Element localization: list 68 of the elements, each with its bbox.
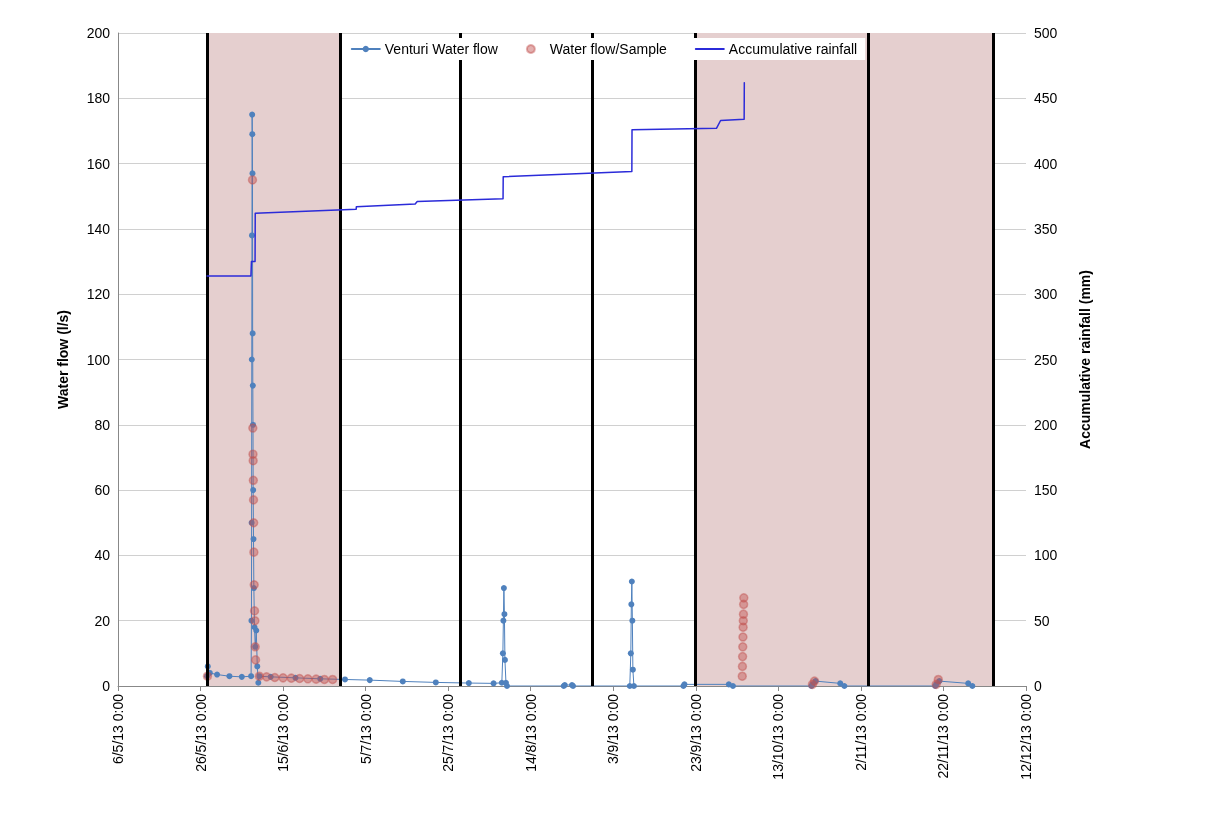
point: [738, 609, 749, 619]
point: [249, 606, 260, 616]
x-tick-label: 12/12/13 0:00: [1018, 693, 1034, 780]
point: [738, 642, 748, 652]
y2-tick-label: 100: [1034, 547, 1058, 564]
y2-tick-label: 350: [1034, 220, 1058, 237]
point: [248, 455, 258, 466]
y2-tick-label: 500: [1034, 25, 1058, 41]
y2-tick-label: 450: [1034, 90, 1058, 107]
y-tick-label: 80: [94, 416, 111, 433]
x-tick-label: 22/11/13 0:00: [935, 693, 952, 779]
x-tick-label: 3/9/13 0:00: [605, 693, 622, 765]
point: [286, 673, 297, 683]
x-tick-label: 14/8/13 0:00: [522, 693, 539, 772]
y-axis-title: Water flow (l/s): [55, 309, 71, 410]
y-tick-label: 40: [94, 547, 111, 564]
point: [247, 175, 258, 185]
point: [250, 655, 261, 665]
point: [248, 518, 259, 528]
point: [327, 674, 338, 685]
y-tick-label: 100: [86, 351, 111, 368]
legend-label: Venturi Water flow: [384, 41, 499, 57]
point: [294, 673, 305, 684]
legend-label: Accumulative rainfall: [728, 41, 858, 57]
point: [319, 674, 330, 685]
point: [739, 593, 749, 603]
y2-axis-title: Accumulative rainfall (mm): [1077, 270, 1093, 449]
point: [303, 674, 313, 684]
y2-tick-label: 50: [1034, 612, 1050, 629]
point: [278, 673, 288, 683]
x-tick-label: 13/10/13 0:00: [770, 693, 787, 780]
x-tick-label: 15/6/13 0:00: [275, 693, 292, 772]
y-tick-label: 60: [94, 482, 111, 499]
point: [737, 651, 748, 662]
legend-label: Water flow/Sample: [549, 41, 668, 57]
y-tick-label: 180: [86, 90, 111, 107]
x-tick-label: 5/7/13 0:00: [357, 693, 374, 765]
point: [248, 475, 259, 486]
y2-tick-label: 300: [1034, 286, 1058, 303]
point: [248, 423, 258, 433]
point: [738, 632, 748, 642]
x-tick-label: 2/11/13 0:00: [852, 693, 869, 771]
x-tick-label: 26/5/13 0:00: [192, 693, 209, 772]
y2-tick-label: 0: [1034, 678, 1042, 694]
y2-tick-label: 250: [1034, 351, 1058, 368]
x-tick-label: 23/9/13 0:00: [687, 693, 704, 772]
x-tick-label: 6/5/13 0:00: [110, 693, 126, 765]
y2-tick-label: 150: [1034, 482, 1058, 499]
y-tick-label: 120: [86, 286, 111, 303]
point: [249, 547, 259, 557]
point: [933, 674, 944, 685]
point: [250, 615, 260, 626]
x-tick-label: 25/7/13 0:00: [440, 693, 457, 772]
y-tick-label: 200: [86, 25, 111, 41]
point: [270, 672, 280, 683]
line-series: [206, 81, 746, 277]
point: [737, 661, 748, 672]
point: [311, 674, 321, 684]
y-tick-label: 0: [102, 678, 111, 694]
point: [737, 671, 747, 681]
y-tick-label: 160: [86, 155, 111, 172]
y-tick-label: 20: [94, 612, 111, 629]
y-tick-label: 140: [86, 220, 111, 237]
point: [248, 495, 259, 505]
point: [261, 672, 272, 682]
y2-tick-label: 400: [1034, 155, 1058, 172]
y2-tick-label: 200: [1034, 416, 1058, 433]
point: [249, 580, 259, 590]
